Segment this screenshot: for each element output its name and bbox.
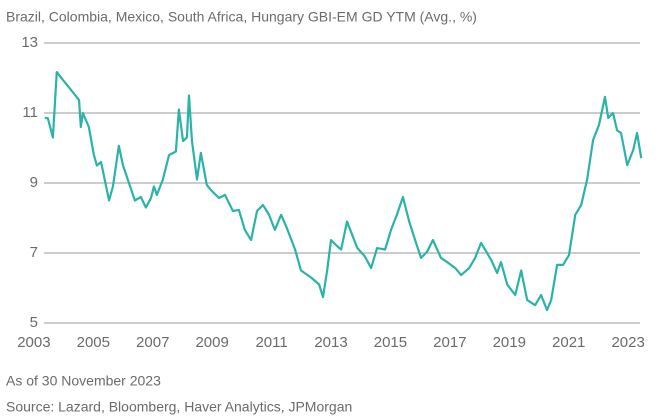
y-tick-label: 9: [30, 174, 38, 191]
x-tick-label: 2011: [255, 334, 287, 351]
x-tick-label: 2019: [493, 334, 526, 351]
y-tick-label: 5: [30, 314, 38, 331]
x-tick-label: 2009: [195, 334, 228, 351]
y-tick-label: 13: [21, 34, 38, 51]
x-tick-label: 2017: [433, 334, 466, 351]
x-tick-label: 2007: [136, 334, 169, 351]
x-tick-label: 2021: [552, 334, 585, 351]
x-tick-label: 2015: [374, 334, 407, 351]
series-line: [44, 70, 643, 312]
chart-title: Brazil, Colombia, Mexico, South Africa, …: [6, 9, 477, 25]
y-tick-label: 11: [22, 104, 38, 121]
x-tick-label: 2003: [17, 334, 50, 351]
x-tick-label: 2023: [611, 334, 644, 351]
note: As of 30 November 2023: [6, 373, 161, 389]
x-tick-label: 2013: [314, 334, 347, 351]
x-tick-label: 2005: [77, 334, 110, 351]
y-tick-label: 7: [30, 244, 38, 261]
source: Source: Lazard, Bloomberg, Haver Analyti…: [6, 399, 352, 415]
